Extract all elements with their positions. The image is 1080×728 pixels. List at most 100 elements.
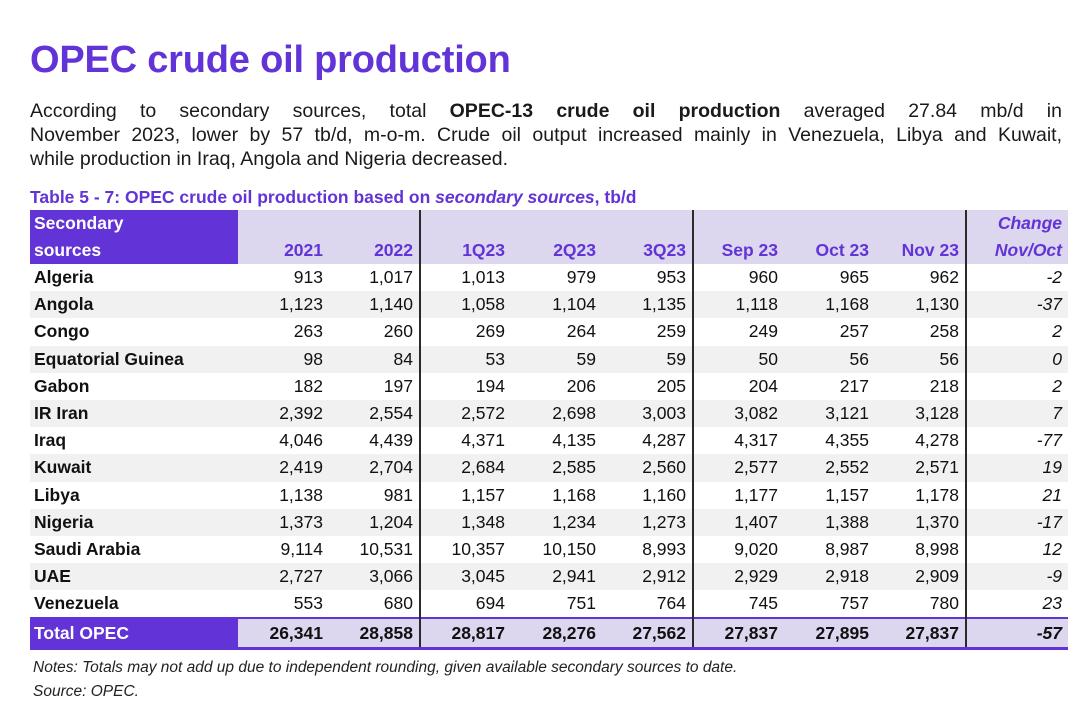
page-title: OPEC crude oil production — [30, 39, 511, 81]
table-cell: 965 — [784, 264, 875, 292]
source-text: Source: OPEC. — [33, 683, 139, 700]
intro-line: while production in Iraq, Angola and Nig… — [30, 148, 509, 170]
table-cell: 764 — [602, 590, 693, 619]
table-cell: 1,234 — [511, 508, 602, 536]
table-row: Saudi Arabia 9,114 10,531 10,357 10,150 8,993… — [30, 535, 1068, 564]
row-label: Saudi Arabia — [30, 535, 238, 564]
table-row: Libya 1,138 981 1,157 1,168 1,160 1,177 1,157 1,… — [30, 481, 1068, 509]
table-title-italic: secondary sources — [435, 187, 595, 207]
change-cell: 12 — [965, 535, 1068, 564]
production-table: Secondary Change sources 2021 2022 1Q23 … — [30, 210, 1068, 651]
header-blank — [511, 210, 602, 236]
table-cell: 1,373 — [238, 508, 329, 536]
table-cell: 259 — [602, 318, 693, 346]
table-row: Algeria 913 1,017 1,013 979 953 960 965 962 -2 — [30, 264, 1068, 292]
change-cell: -77 — [965, 427, 1068, 455]
table-cell: 2,912 — [602, 563, 693, 591]
table-cell: 50 — [692, 345, 784, 373]
header-change-top: Change — [965, 210, 1068, 236]
row-label: UAE — [30, 563, 238, 591]
row-label: Kuwait — [30, 454, 238, 482]
header-secondary-top: Secondary — [30, 210, 238, 236]
table-cell: 28,276 — [511, 617, 602, 651]
table-cell: 56 — [784, 345, 875, 373]
table-cell: 694 — [419, 590, 511, 619]
table-cell: 4,371 — [419, 427, 511, 455]
row-label: Equatorial Guinea — [30, 345, 238, 373]
table-cell: 27,837 — [875, 617, 966, 651]
table-row: Gabon 182 197 194 206 205 204 217 218 2 — [30, 372, 1068, 400]
table-cell: 249 — [692, 318, 784, 346]
table-cell: 1,348 — [419, 508, 511, 536]
table-cell: 27,562 — [602, 617, 693, 651]
header-blank — [784, 210, 875, 236]
table-cell: 2,929 — [692, 563, 784, 591]
table-cell: 962 — [875, 264, 966, 292]
table-cell: 4,046 — [238, 427, 329, 455]
table-cell: 553 — [238, 590, 329, 619]
table-cell: 2,554 — [329, 399, 420, 428]
intro-text: According to secondary sources, total — [30, 100, 450, 122]
table-cell: 28,817 — [419, 617, 511, 651]
table-cell: 1,160 — [602, 481, 693, 509]
table-cell: 260 — [329, 318, 420, 346]
change-cell: 7 — [965, 399, 1068, 428]
table-cell: 979 — [511, 264, 602, 292]
table-cell: 3,128 — [875, 399, 966, 428]
table-cell: 4,439 — [329, 427, 420, 455]
column-header: Nov 23 — [875, 236, 966, 264]
table-cell: 2,941 — [511, 563, 602, 591]
table-cell: 26,341 — [238, 617, 329, 651]
row-label: Total OPEC — [30, 617, 238, 651]
table-cell: 98 — [238, 345, 329, 373]
table-cell: 1,058 — [419, 291, 511, 319]
table-cell: 204 — [692, 372, 784, 400]
change-cell: 19 — [965, 454, 1068, 482]
table-cell: 780 — [875, 590, 966, 619]
table-cell: 2,571 — [875, 454, 966, 482]
table-cell: 263 — [238, 318, 329, 346]
table-cell: 27,895 — [784, 617, 875, 651]
intro-text: averaged 27.84 mb/d in — [780, 100, 1062, 122]
table-cell: 59 — [602, 345, 693, 373]
table-cell: 1,407 — [692, 508, 784, 536]
table-cell: 1,130 — [875, 291, 966, 319]
header-blank — [602, 210, 693, 236]
table-cell: 1,138 — [238, 481, 329, 509]
notes-text: Notes: Totals may not add up due to inde… — [33, 659, 738, 676]
table-cell: 217 — [784, 372, 875, 400]
table-cell: 84 — [329, 345, 420, 373]
row-label: IR Iran — [30, 399, 238, 428]
table-row: Venezuela 553 680 694 751 764 745 757 780 23 — [30, 590, 1068, 619]
table-cell: 1,017 — [329, 264, 420, 292]
table-cell: 2,572 — [419, 399, 511, 428]
table-cell: 205 — [602, 372, 693, 400]
table-cell: 3,082 — [692, 399, 784, 428]
table-cell: 182 — [238, 372, 329, 400]
intro-line: November 2023, lower by 57 tb/d, m-o-m. … — [30, 124, 1062, 146]
table-cell: 1,013 — [419, 264, 511, 292]
table-row: Congo 263 260 269 264 259 249 257 258 2 — [30, 318, 1068, 346]
intro-bold-text: OPEC-13 crude oil production — [449, 100, 781, 122]
change-cell: -9 — [965, 563, 1068, 591]
table-cell: 9,020 — [692, 535, 784, 564]
table-cell: 56 — [875, 345, 966, 373]
table-cell: 264 — [511, 318, 602, 346]
row-label: Nigeria — [30, 508, 238, 536]
table-cell: 745 — [692, 590, 784, 619]
table-cell: 1,118 — [692, 291, 784, 319]
table-cell: 2,918 — [784, 563, 875, 591]
table-cell: 1,388 — [784, 508, 875, 536]
table-cell: 1,104 — [511, 291, 602, 319]
table-title-prefix: Table 5 - 7: OPEC crude oil production b… — [30, 187, 436, 207]
table-cell: 981 — [329, 481, 420, 509]
table-cell: 960 — [692, 264, 784, 292]
table-cell: 9,114 — [238, 535, 329, 564]
table-cell: 3,066 — [329, 563, 420, 591]
header-blank — [875, 210, 966, 236]
table-cell: 269 — [419, 318, 511, 346]
table-cell: 53 — [419, 345, 511, 373]
total-row: Total OPEC 26,341 28,858 28,817 28,276 27,562… — [30, 617, 1068, 651]
table-cell: 4,355 — [784, 427, 875, 455]
change-cell: -2 — [965, 264, 1068, 292]
